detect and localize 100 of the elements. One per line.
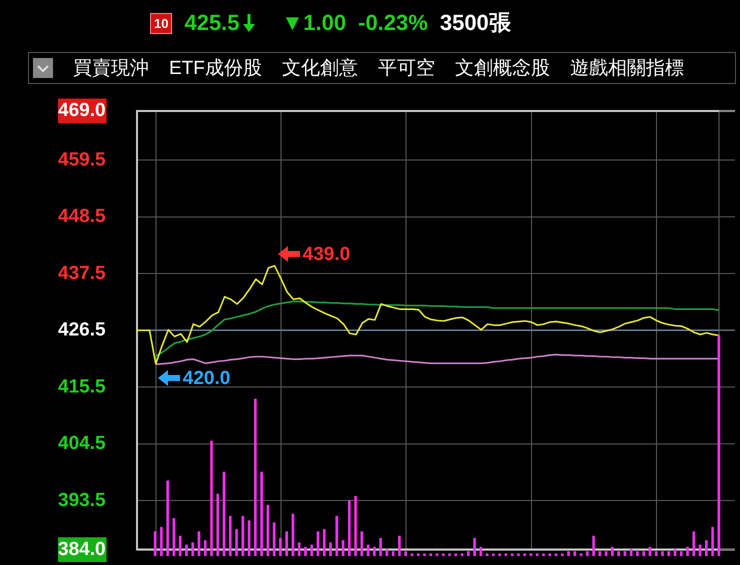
text: ▼1.00 [282,10,346,36]
bar [442,553,445,556]
bar [260,472,263,556]
bar [254,398,257,556]
bar [567,551,570,556]
bar [322,529,326,556]
bar [580,553,582,556]
bar [460,553,464,556]
bar [454,553,458,556]
y-tick-label: 404.5 [58,433,106,454]
text: -0.23% [358,10,428,36]
bar [216,494,220,556]
bar [191,542,194,556]
y-tick-label: 437.5 [58,262,106,284]
bar [185,544,188,556]
bar [154,531,156,556]
bar [204,540,207,556]
bar [698,544,702,556]
bar [166,480,169,556]
bar [410,553,414,556]
y-tick-label: 393.5 [58,490,106,511]
bar [292,514,294,556]
bar [342,540,344,556]
bar [248,520,250,556]
text: 3500張 [440,9,511,37]
bar [416,553,420,556]
bar [536,553,539,556]
bar [198,531,200,556]
bar [316,531,320,556]
text: 平可空 [378,57,435,81]
bar [285,531,288,556]
text: 425.5 [184,10,240,36]
bar [448,553,451,556]
bar [298,542,301,556]
bar [523,553,526,556]
y-tick-label: 426.5 [58,320,106,341]
bar [272,522,276,556]
bar [504,553,508,556]
text: ETF成份股 [169,57,262,81]
bar [228,516,232,556]
bar [266,504,270,556]
y-tick-label: 459.5 [58,149,106,170]
bar [436,553,438,556]
bar [423,553,426,556]
bar [498,553,501,556]
bar [373,546,376,556]
bar [310,544,314,556]
bar [486,553,488,556]
bar [241,516,244,556]
bar [592,536,595,556]
bar [661,551,664,556]
bar [530,553,532,556]
bar [630,549,633,556]
bar [611,546,614,556]
bar [705,540,708,556]
bar [379,538,382,556]
bar [235,529,238,556]
bar [366,544,370,556]
bar [480,546,482,556]
text: 10 [150,12,172,34]
bar [398,536,401,556]
bar [304,546,307,556]
y-tick-label: 448.5 [58,206,106,228]
bar [542,553,545,556]
bar [335,516,338,556]
y-tick-label: 384.0 [58,538,106,560]
bar [548,553,552,556]
bar [360,531,364,556]
bar [354,496,357,556]
bar [692,531,696,556]
bar [160,526,163,556]
text: 遊戲相關指標 [570,57,684,81]
bar [222,472,226,556]
bar [560,553,564,556]
bar [348,500,351,556]
y-tick-label: 415.5 [58,376,106,398]
text: 文創概念股 [454,57,550,81]
bar [473,538,476,556]
bar [429,553,432,556]
y-tick-label: 469.0 [58,100,106,122]
annotation: 439.0 [302,244,350,266]
bar [329,542,332,556]
bar [686,546,689,556]
bar [386,549,388,556]
bar [492,553,495,556]
annotation: 420.0 [182,368,230,390]
bar [718,335,720,556]
bar [172,518,176,556]
text: 文化創意 [282,57,358,81]
bar [517,553,520,556]
text: 買賣現沖 [73,57,149,81]
bar [636,551,639,556]
bar [210,440,213,556]
bar [279,538,282,556]
bar [510,553,514,556]
bar [178,536,182,556]
bar [674,549,676,556]
bar [648,546,652,556]
bar [554,553,558,556]
bar [711,526,714,556]
